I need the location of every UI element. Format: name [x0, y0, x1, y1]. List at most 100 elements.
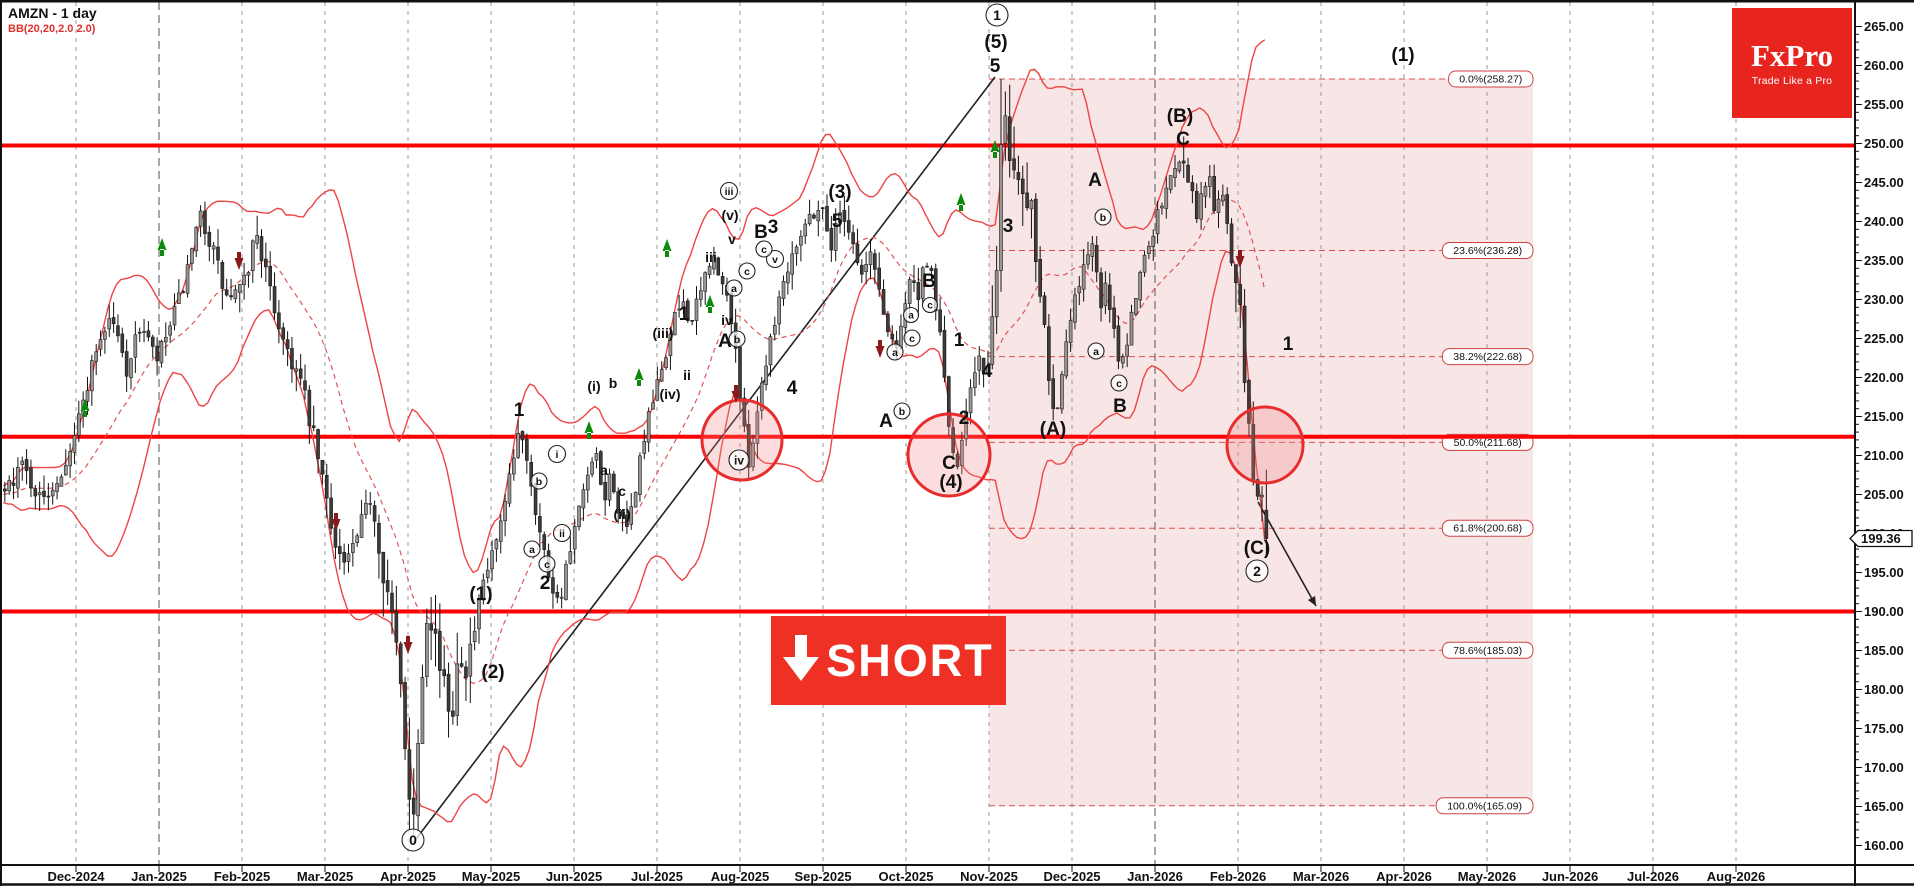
price-axis-label: 180.00 [1864, 682, 1904, 697]
svg-text:ii: ii [683, 367, 691, 383]
svg-text:38.2%(222.68): 38.2%(222.68) [1453, 351, 1522, 363]
buy-arrow-icon [80, 399, 90, 417]
x-axis-label: Jul-2025 [631, 869, 683, 884]
fxpro-logo-text: FxPro [1750, 37, 1834, 73]
svg-text:v: v [772, 254, 778, 266]
svg-text:a: a [529, 544, 535, 556]
svg-text:c: c [618, 483, 626, 499]
sell-arrow-icon [731, 385, 741, 403]
svg-text:(1): (1) [1391, 45, 1414, 66]
svg-text:iii: iii [725, 186, 734, 198]
svg-text:4: 4 [982, 361, 993, 382]
svg-text:C: C [942, 453, 956, 474]
svg-text:B: B [1113, 396, 1127, 417]
price-axis-label: 220.00 [1864, 370, 1904, 385]
x-axis-label: Apr-2025 [380, 869, 436, 884]
alert-circle [1225, 405, 1305, 485]
x-axis-label: Feb-2026 [1210, 869, 1266, 884]
svg-text:(3): (3) [828, 182, 851, 203]
price-axis-label: 195.00 [1864, 565, 1904, 580]
buy-arrow-icon [157, 238, 167, 256]
price-axis-label: 175.00 [1864, 721, 1904, 736]
svg-text:b: b [734, 334, 740, 346]
buy-arrow-icon [634, 368, 644, 386]
price-axis-label: 165.00 [1864, 799, 1904, 814]
svg-text:a: a [600, 462, 608, 478]
buy-arrow-icon [990, 140, 1000, 158]
price-axis-label: 230.00 [1864, 292, 1904, 307]
candles-layer [3, 78, 1269, 836]
svg-text:(2): (2) [481, 662, 504, 683]
svg-text:a: a [1093, 346, 1099, 358]
svg-text:c: c [909, 333, 915, 345]
svg-text:1: 1 [1283, 334, 1294, 355]
bb-lower-band [3, 250, 1266, 823]
svg-text:A: A [1088, 170, 1102, 191]
price-axis-label: 190.00 [1864, 604, 1904, 619]
alert-circle [906, 412, 992, 498]
svg-text:(1): (1) [469, 584, 492, 605]
svg-text:5: 5 [832, 211, 843, 232]
price-axis-label: 240.00 [1864, 214, 1904, 229]
x-axis-label: Dec-2025 [1043, 869, 1100, 884]
svg-text:5: 5 [990, 56, 1001, 77]
svg-text:1: 1 [679, 304, 690, 325]
svg-text:C: C [1176, 129, 1190, 150]
svg-text:50.0%(211.68): 50.0%(211.68) [1454, 437, 1522, 449]
svg-text:(C): (C) [1244, 538, 1270, 559]
highlight-circles [700, 398, 1305, 498]
symbol-title: AMZN - 1 day [8, 5, 97, 21]
svg-text:c: c [761, 244, 767, 256]
svg-text:(B): (B) [1167, 106, 1193, 127]
x-axis-label: Sep-2025 [794, 869, 851, 884]
fxpro-logo: FxPro Trade Like a Pro [1732, 8, 1852, 118]
down-arrow-icon [783, 635, 820, 686]
bollinger-bands [2, 39, 1266, 823]
x-axis-label: Feb-2025 [214, 869, 270, 884]
svg-text:c: c [1116, 378, 1122, 390]
svg-text:B: B [754, 222, 768, 243]
x-axis-label: Aug-2026 [1707, 869, 1766, 884]
price-axis-label: 265.00 [1864, 19, 1904, 34]
current-price-tag: 199.36 [1849, 529, 1913, 548]
sell-arrow-icon [234, 252, 244, 270]
svg-text:b: b [1100, 212, 1106, 224]
fib-label-box [1441, 348, 1534, 366]
svg-text:(5): (5) [984, 32, 1007, 53]
svg-text:1: 1 [954, 330, 965, 351]
sell-arrow-icon [875, 340, 885, 358]
svg-text:A: A [718, 331, 732, 352]
svg-text:i: i [556, 449, 559, 461]
svg-text:0: 0 [409, 832, 417, 848]
svg-text:a: a [892, 347, 898, 359]
svg-text:78.6%(185.03): 78.6%(185.03) [1453, 645, 1522, 657]
x-axis-label: Nov-2025 [960, 869, 1018, 884]
svg-text:v: v [728, 231, 736, 247]
price-axis-label: 205.00 [1864, 487, 1904, 502]
price-axis[interactable]: 265.00 260.00 255.00 250.00 245.00 240.00 235.… [1854, 0, 1914, 886]
chart-header: AMZN - 1 day BB(20,20,2.0 2.0) [8, 5, 97, 36]
svg-text:(iv): (iv) [660, 386, 681, 402]
x-axis-label: Oct-2025 [879, 869, 934, 884]
svg-text:2: 2 [540, 573, 551, 594]
x-axis-label: May-2025 [462, 869, 521, 884]
buy-arrow-icon [662, 239, 672, 257]
elliott-wave-labels: (1)(5)5(3)53BA14(B)CA31(A)B(C)AC(4)214B2… [401, 3, 1415, 852]
price-axis-label: 255.00 [1864, 97, 1904, 112]
svg-text:2: 2 [1253, 563, 1261, 579]
key-horizontal-levels[interactable] [2, 143, 1855, 614]
price-axis-label: 245.00 [1864, 175, 1904, 190]
buy-arrow-icon [705, 295, 715, 313]
svg-text:(4): (4) [939, 472, 962, 493]
indicator-label: BB(20,20,2.0 2.0) [8, 22, 96, 35]
time-axis[interactable]: Dec-2024 Jan-2025 Feb-2025 Mar-2025 Apr-2025… [0, 864, 1914, 886]
svg-text:(v): (v) [721, 207, 738, 223]
x-axis-label: Jun-2026 [1542, 869, 1598, 884]
signal-arrows [80, 140, 1245, 654]
svg-text:b: b [899, 406, 905, 418]
fib-label-box [1441, 242, 1534, 260]
fib-label-box [1448, 70, 1534, 88]
svg-text:4: 4 [787, 378, 798, 399]
